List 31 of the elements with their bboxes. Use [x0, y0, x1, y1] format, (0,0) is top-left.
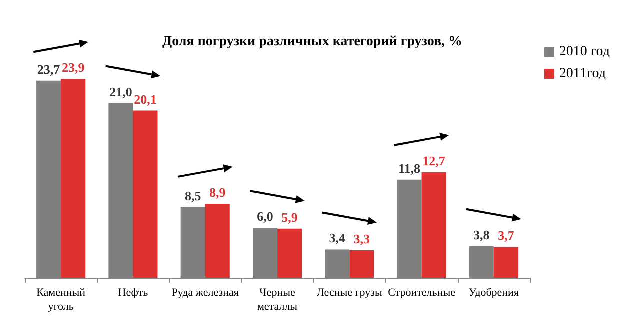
bar: [278, 228, 302, 278]
x-tick-label: Строительные: [388, 287, 456, 299]
chart-title: Доля погрузки различных категорий грузов, %: [162, 34, 463, 50]
bar: [205, 204, 230, 278]
bar: [494, 247, 518, 278]
data-label: 8,9: [209, 184, 226, 200]
data-label: 3,4: [329, 230, 346, 246]
x-tick-label: Черные металлы: [257, 287, 298, 313]
x-tick-label: Нефть: [118, 287, 148, 299]
bar: [133, 110, 158, 278]
legend-label: 2011год: [559, 66, 606, 82]
x-tick-label: Удобрения: [468, 287, 520, 299]
data-label: 11,8: [398, 160, 422, 176]
data-label: 6,0: [257, 209, 274, 224]
data-label: 12,7: [422, 153, 446, 168]
data-label: 5,9: [282, 210, 298, 225]
bar: [422, 172, 446, 278]
x-tick-label: Лесные грузы: [316, 287, 383, 299]
data-label: 3,8: [474, 227, 490, 242]
x-tick-label: Руда железная: [172, 287, 239, 299]
data-label: 3,3: [354, 232, 371, 247]
data-label: 21,0: [110, 84, 132, 100]
data-label: 20,1: [134, 92, 157, 107]
legend-label: 2010 год: [559, 44, 610, 60]
x-tick-label: Каменный уголь: [36, 287, 86, 313]
data-label: 8,5: [184, 188, 202, 204]
data-label: 23,9: [62, 60, 86, 76]
data-label: 3,7: [498, 228, 515, 244]
bar: [350, 250, 374, 278]
bar: [61, 79, 86, 278]
data-label: 23,7: [37, 62, 61, 77]
